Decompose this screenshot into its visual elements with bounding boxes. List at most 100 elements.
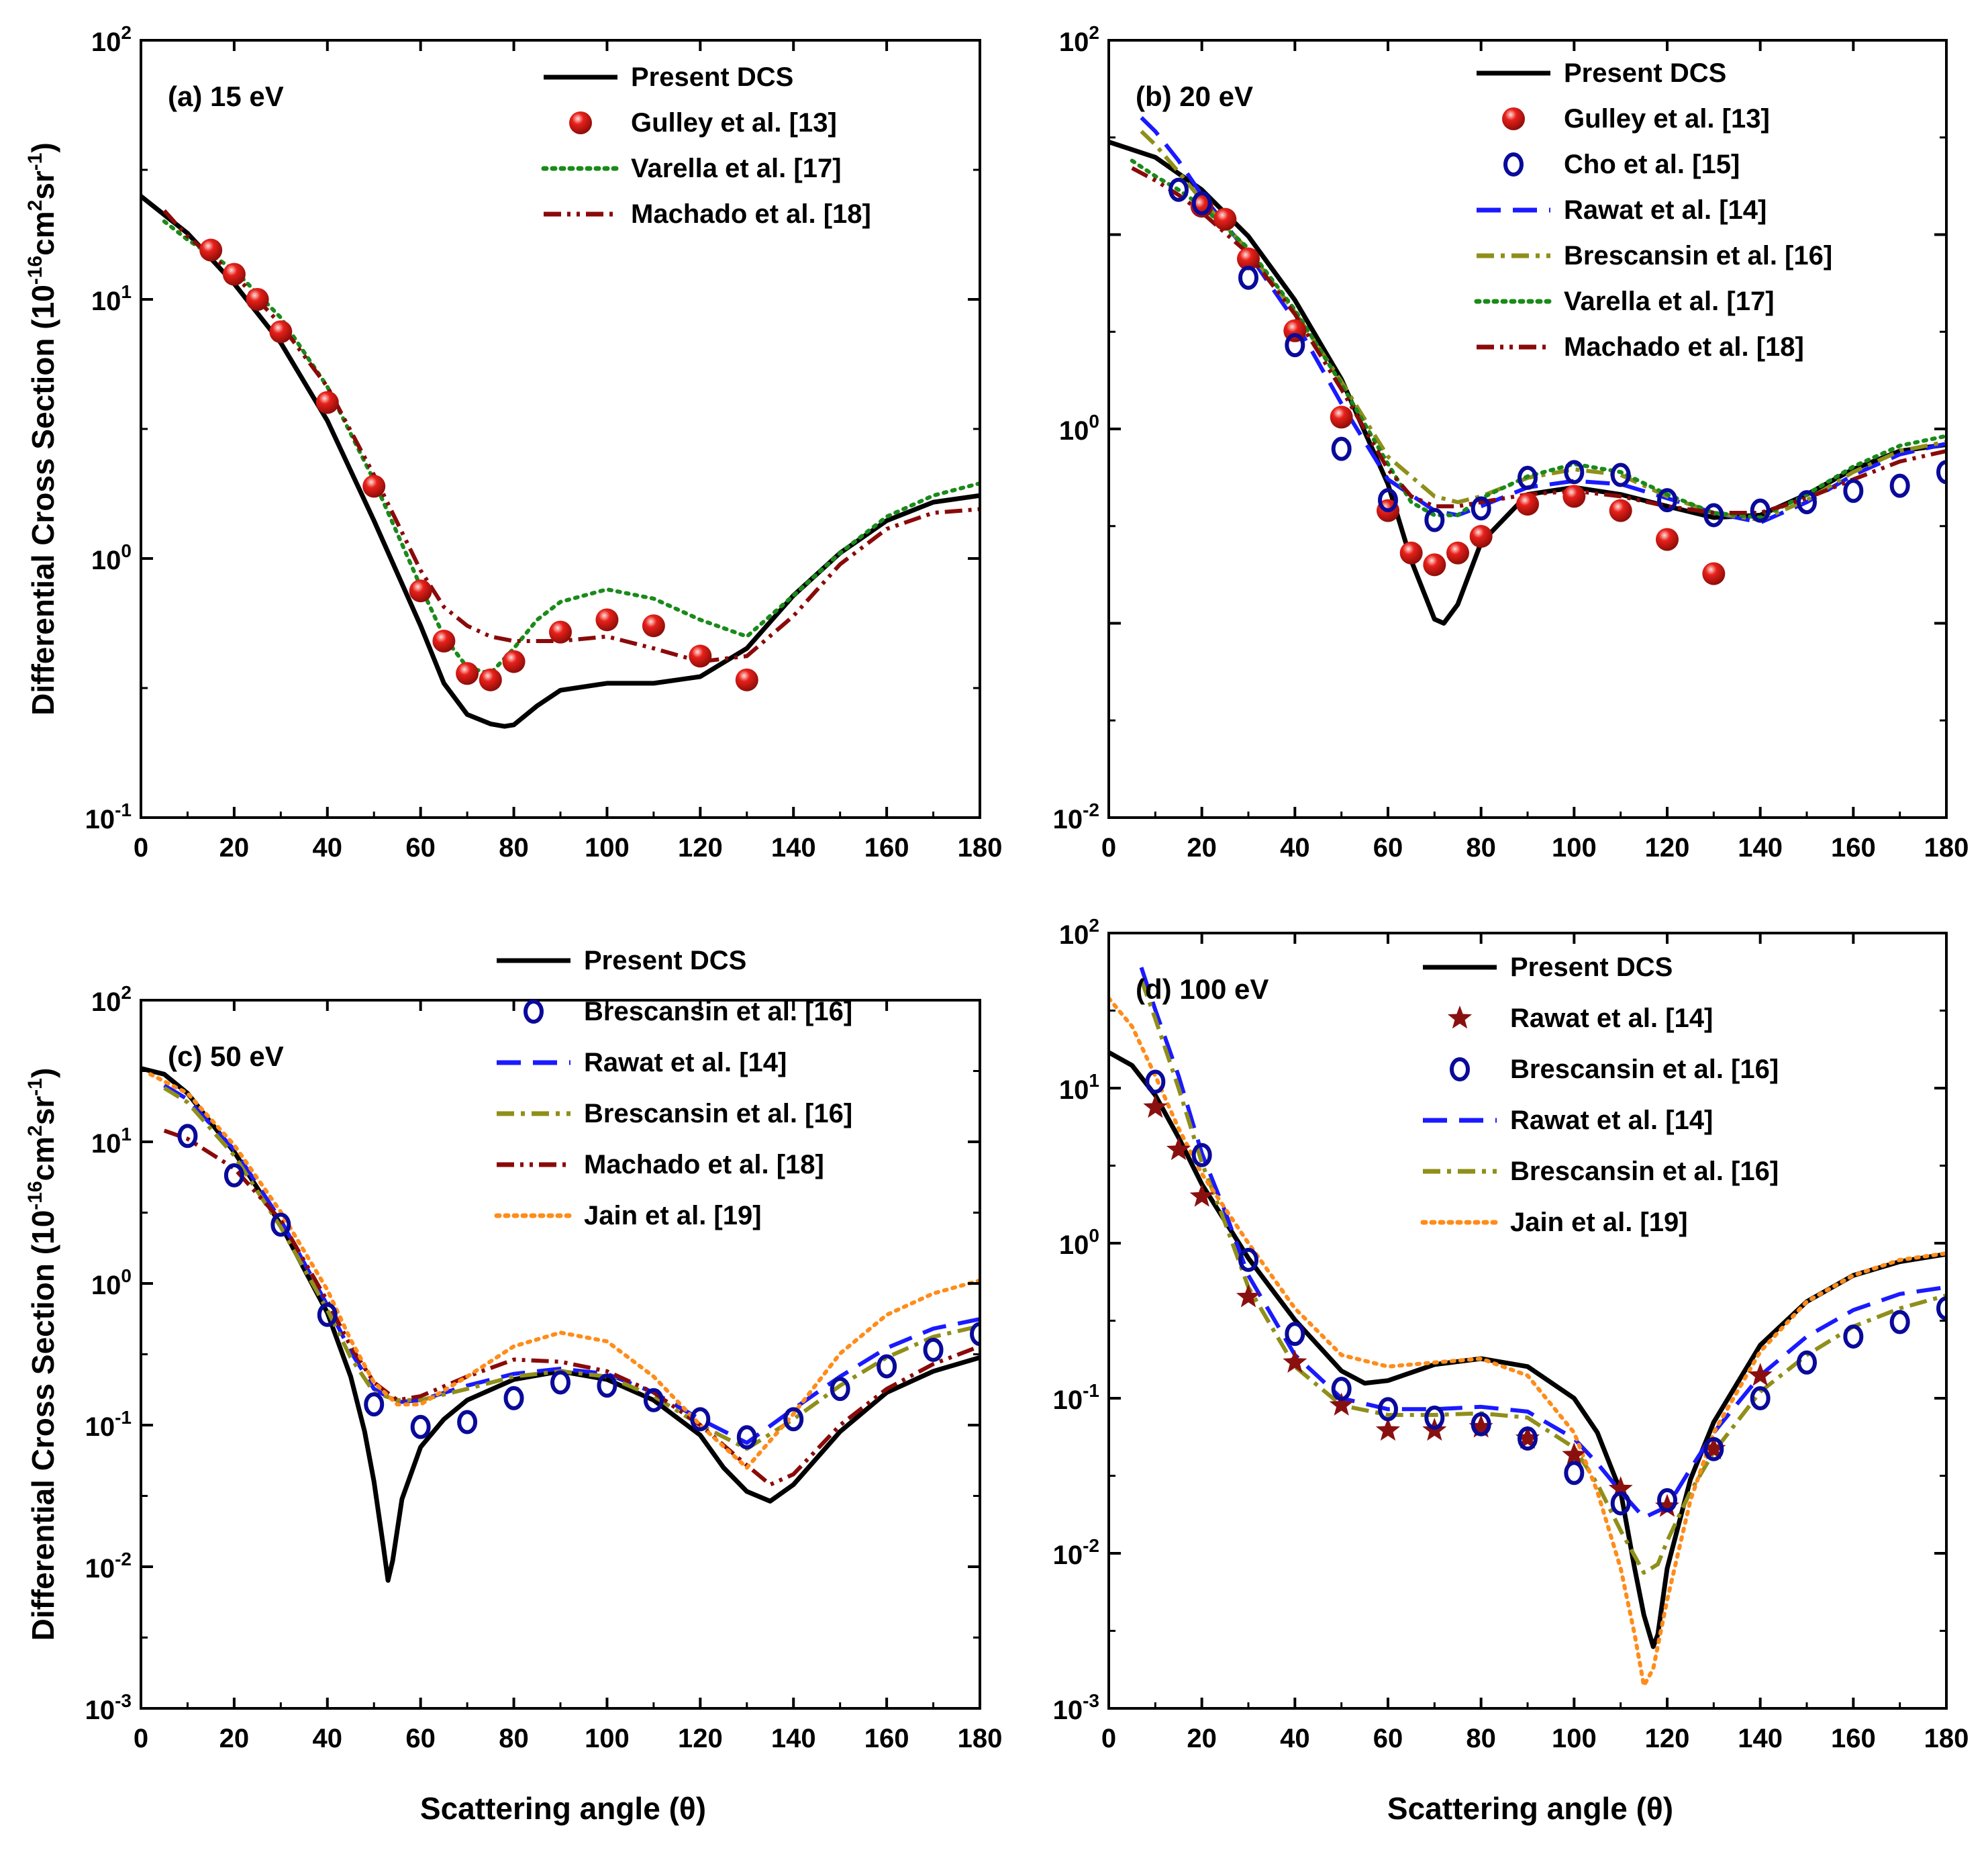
- data-point-2-16: [1889, 473, 1910, 498]
- data-point-1-1: [1166, 1136, 1191, 1161]
- y-axis-label: Differential Cross Section (10-16cm2sr-1…: [24, 142, 60, 716]
- legend-label: Present DCS: [1510, 953, 1673, 982]
- data-point-1-11: [1608, 1476, 1633, 1500]
- panel-label: (d) 100 eV: [1136, 973, 1269, 1005]
- data-point-2-17: [1936, 460, 1946, 485]
- x-tick-label: 160: [864, 833, 909, 863]
- data-point-2-2: [1238, 265, 1258, 290]
- panel-label: (c) 50 eV: [168, 1040, 284, 1072]
- series-line-6: [1131, 166, 1946, 515]
- data-point-1-4: [364, 1392, 385, 1417]
- legend-label: Brescansin et al. [16]: [584, 997, 852, 1026]
- legend: Present DCS Brescansin et al. [16] Rawat e…: [494, 946, 852, 1230]
- series-line-3: [1139, 967, 1946, 1520]
- x-tick-label: 80: [1466, 1724, 1496, 1753]
- x-tick-label: 60: [405, 1724, 436, 1753]
- data-point-1-16: [923, 1337, 944, 1362]
- plot-area: [141, 194, 980, 729]
- data-point-2-2: [1238, 1247, 1258, 1272]
- x-axis-label-right: Scattering angle (θ): [1387, 1791, 1673, 1826]
- x-tick-label: 40: [313, 1724, 343, 1753]
- data-point-2-13: [1750, 498, 1771, 523]
- data-point-2-11: [1657, 488, 1677, 513]
- data-point-2-6: [1424, 507, 1445, 532]
- legend-marker: [569, 111, 592, 134]
- data-point-1-13: [1656, 528, 1679, 551]
- x-tick-label: 40: [313, 833, 343, 863]
- series-line-0: [141, 1066, 980, 1583]
- data-point-1-5: [362, 475, 386, 498]
- data-point-2-15: [1843, 1324, 1864, 1349]
- data-point-1-8: [1469, 1414, 1493, 1438]
- y-tick-label: 10-2: [85, 1549, 132, 1584]
- data-point-1-9: [1515, 1426, 1540, 1449]
- data-point-1-4: [1283, 1349, 1307, 1373]
- data-point-2-8: [1518, 465, 1538, 490]
- data-point-1-13: [642, 614, 665, 638]
- x-tick-label: 60: [1373, 833, 1403, 863]
- data-point-2-4: [1331, 1376, 1352, 1401]
- data-point-1-6: [1375, 1418, 1401, 1441]
- data-point-1-12: [1654, 1494, 1680, 1517]
- data-point-2-16: [1889, 1310, 1910, 1334]
- legend: Present DCS Gulley et al. [13] Varella et …: [541, 62, 871, 229]
- data-point-2-9: [1564, 460, 1585, 485]
- data-point-1-2: [270, 1212, 291, 1237]
- data-point-1-10: [1562, 1442, 1587, 1465]
- x-tick-label: 60: [1373, 1724, 1403, 1753]
- data-point-1-12: [1609, 499, 1632, 522]
- legend-marker: [1502, 107, 1525, 130]
- data-point-2-7: [1471, 1412, 1491, 1437]
- legend-label: Cho et al. [15]: [1564, 150, 1740, 179]
- data-point-1-10: [643, 1388, 664, 1412]
- legend-marker: [524, 1000, 544, 1024]
- x-tick-label: 140: [771, 833, 816, 863]
- data-point-1-9: [1469, 525, 1493, 548]
- data-point-1-1: [1213, 207, 1237, 231]
- x-tick-label: 120: [1645, 833, 1690, 863]
- series-line-2: [163, 1083, 980, 1445]
- plot-area: [1109, 967, 1946, 1688]
- data-point-1-13: [1701, 1436, 1726, 1460]
- data-point-1-12: [736, 1425, 757, 1450]
- x-tick-label: 20: [219, 833, 250, 863]
- series-line-4: [1139, 979, 1946, 1575]
- data-point-1-11: [549, 620, 572, 644]
- data-point-1-11: [1562, 485, 1586, 508]
- x-tick-label: 140: [771, 1724, 816, 1753]
- legend-label: Brescansin et al. [16]: [1564, 241, 1832, 271]
- data-point-1-8: [456, 662, 479, 685]
- x-tick-label: 80: [499, 833, 529, 863]
- plot-area: [1109, 116, 1946, 626]
- data-point-1-11: [690, 1407, 711, 1432]
- series-line-5: [1109, 996, 1946, 1688]
- y-tick-label: 102: [91, 982, 132, 1017]
- series-line-5: [1130, 158, 1946, 520]
- legend-marker: [1503, 152, 1524, 177]
- data-point-1-5: [1329, 1392, 1354, 1416]
- y-tick-label: 10-1: [1053, 1380, 1099, 1415]
- y-tick-label: 10-2: [1053, 1535, 1099, 1570]
- legend-label: Present DCS: [1564, 58, 1726, 88]
- x-tick-label: 0: [134, 833, 148, 863]
- legend-label: Gulley et al. [13]: [1564, 104, 1770, 134]
- x-tick-label: 100: [585, 833, 630, 863]
- data-point-2-1: [1191, 191, 1212, 215]
- data-point-1-6: [457, 1410, 478, 1434]
- plot-frame: [1107, 932, 1948, 1710]
- legend-label: Jain et al. [19]: [584, 1201, 762, 1230]
- y-tick-label: 101: [1059, 1070, 1099, 1105]
- x-tick-label: 180: [1924, 1724, 1969, 1753]
- data-point-1-14: [830, 1377, 850, 1402]
- panel-b-20ev: 0 20 40 60 80 100 120 140 160 180 10-2 100 102 (b) 20…: [1053, 22, 1969, 863]
- x-tick-label: 160: [864, 1724, 909, 1753]
- data-point-1-7: [1423, 553, 1446, 577]
- data-point-1-0: [199, 238, 223, 262]
- data-point-1-2: [246, 288, 269, 311]
- data-point-1-17: [970, 1322, 980, 1347]
- data-point-1-7: [503, 1385, 524, 1410]
- y-axis-label: Differential Cross Section (10-16cm2sr-1…: [24, 1068, 60, 1641]
- data-point-1-13: [783, 1407, 804, 1432]
- x-tick-label: 0: [1101, 833, 1116, 863]
